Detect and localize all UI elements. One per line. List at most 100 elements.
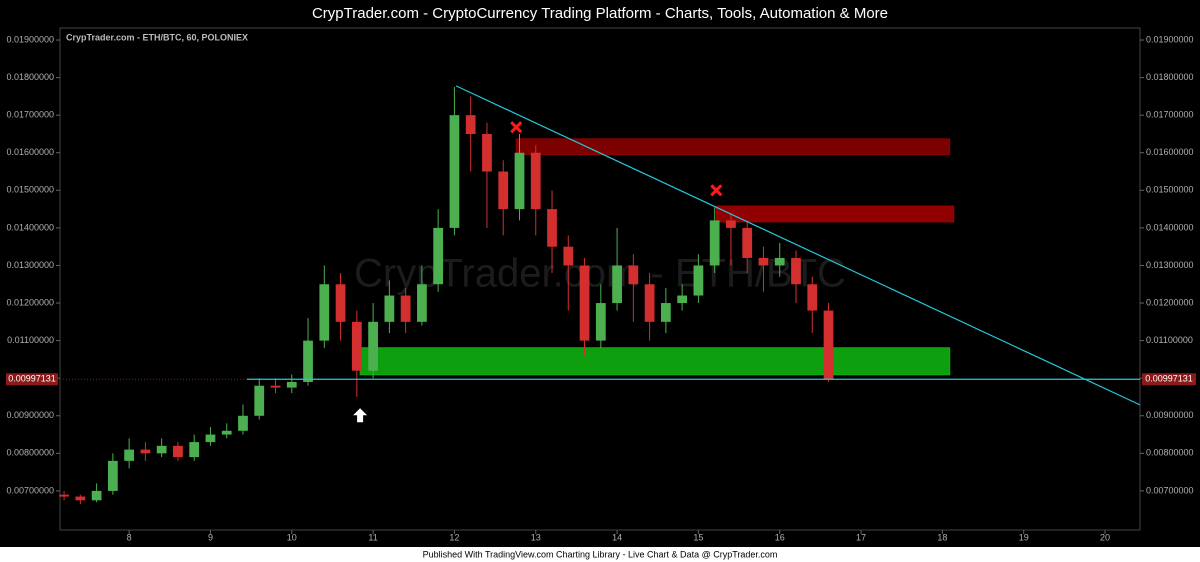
y-tick-label: 0.01400000	[6, 222, 54, 232]
candle-body	[156, 445, 167, 454]
candle-body	[595, 303, 606, 341]
y-tick-label: 0.01500000	[1146, 185, 1194, 195]
y-tick-label: 0.01600000	[1146, 147, 1194, 157]
candle-body	[612, 265, 622, 304]
last-price-label: 0.00997131	[8, 374, 56, 384]
x-tick-label: 15	[693, 532, 703, 542]
y-tick-label: 0.01100000	[1146, 335, 1193, 345]
candle-body	[368, 321, 378, 371]
y-tick-label: 0.01700000	[1146, 110, 1194, 120]
candle-body	[579, 265, 590, 341]
y-tick-label: 0.01300000	[1146, 260, 1194, 270]
x-tick-label: 10	[287, 532, 297, 542]
y-tick-label: 0.00900000	[6, 410, 54, 420]
x-tick-label: 8	[127, 532, 132, 542]
chart-title: CrypTrader.com - ETH/BTC, 60, POLONIEX	[66, 32, 248, 42]
zone-box	[515, 138, 951, 156]
candle-body	[221, 430, 232, 435]
last-price-box	[1142, 373, 1196, 386]
candle-body	[726, 220, 736, 228]
candle-body	[400, 295, 411, 322]
candle-body	[107, 460, 118, 491]
candle-body	[791, 257, 801, 285]
candle-body	[270, 385, 281, 388]
y-tick-label: 0.00900000	[1146, 410, 1194, 420]
candle-body	[205, 434, 216, 443]
watermark: CrypTrader.com - ETH/BTC	[354, 252, 846, 296]
y-tick-label: 0.01700000	[6, 110, 54, 120]
candle-body	[498, 171, 509, 210]
candle-body	[482, 133, 492, 172]
y-tick-label: 0.00800000	[1146, 448, 1194, 458]
candle-body	[823, 310, 834, 380]
candle-body	[124, 449, 135, 461]
candle-body	[547, 209, 557, 247]
zone-box	[359, 347, 951, 376]
last-price-box	[6, 373, 58, 386]
y-tick-label: 0.01800000	[1146, 72, 1194, 82]
x-tick-label: 17	[856, 532, 866, 542]
candle-body	[807, 284, 818, 311]
footer-text: Published With TradingView.com Charting …	[423, 549, 778, 559]
candle-body	[303, 340, 313, 382]
x-tick-label: 13	[531, 532, 541, 542]
y-tick-label: 0.01600000	[6, 147, 54, 157]
candle-body	[465, 115, 476, 134]
y-tick-label: 0.00700000	[1146, 485, 1194, 495]
footer-bar	[0, 547, 1200, 562]
x-tick-label: 19	[1019, 532, 1029, 542]
candle-body	[563, 246, 574, 266]
candle-body	[384, 295, 395, 322]
candle-body	[173, 445, 183, 458]
candle-body	[319, 284, 330, 341]
candle-body	[709, 220, 720, 266]
candle-body	[59, 494, 69, 497]
x-tick-label: 14	[612, 532, 622, 542]
last-price-label: 0.00997131	[1145, 374, 1193, 384]
y-tick-label: 0.01100000	[7, 335, 54, 345]
candle-body	[514, 152, 525, 210]
y-tick-label: 0.01400000	[1146, 222, 1194, 232]
cross-marker	[510, 121, 523, 134]
candle-body	[238, 415, 248, 431]
candle-body	[91, 490, 102, 501]
y-tick-label: 0.01900000	[1146, 34, 1194, 44]
candle-body	[644, 284, 655, 322]
header-title: CrypTrader.com - CryptoCurrency Trading …	[312, 5, 888, 22]
plot-frame	[59, 27, 1141, 531]
candle-body	[530, 152, 541, 210]
y-tick-label: 0.01500000	[6, 185, 54, 195]
y-tick-label: 0.01200000	[1146, 297, 1194, 307]
candle-body	[417, 284, 427, 322]
candle-body	[140, 449, 151, 454]
x-tick-label: 20	[1100, 532, 1110, 542]
candle-body	[189, 442, 200, 458]
zone-box	[715, 205, 955, 223]
candle-body	[433, 227, 444, 285]
candle-body	[677, 295, 688, 304]
y-tick-label: 0.01800000	[6, 72, 54, 82]
y-tick-label: 0.00800000	[6, 448, 54, 458]
candle-body	[335, 284, 346, 322]
x-tick-label: 18	[937, 532, 947, 542]
candle-body	[660, 303, 671, 322]
x-tick-label: 16	[775, 532, 785, 542]
arrow-marker	[353, 408, 368, 423]
y-tick-label: 0.01200000	[6, 297, 54, 307]
x-tick-label: 9	[208, 532, 213, 542]
candle-body	[628, 265, 639, 285]
y-tick-label: 0.01300000	[6, 260, 54, 270]
candle-body	[774, 257, 785, 266]
x-tick-label: 12	[449, 532, 459, 542]
x-tick-label: 11	[368, 532, 377, 542]
candle-body	[693, 265, 704, 296]
candle-body	[254, 385, 265, 416]
cross-marker	[710, 184, 723, 197]
y-tick-label: 0.01900000	[6, 34, 54, 44]
candle-body	[758, 257, 769, 266]
candle-body	[449, 115, 460, 228]
candle-body	[351, 321, 362, 371]
trend-line	[455, 85, 1141, 406]
